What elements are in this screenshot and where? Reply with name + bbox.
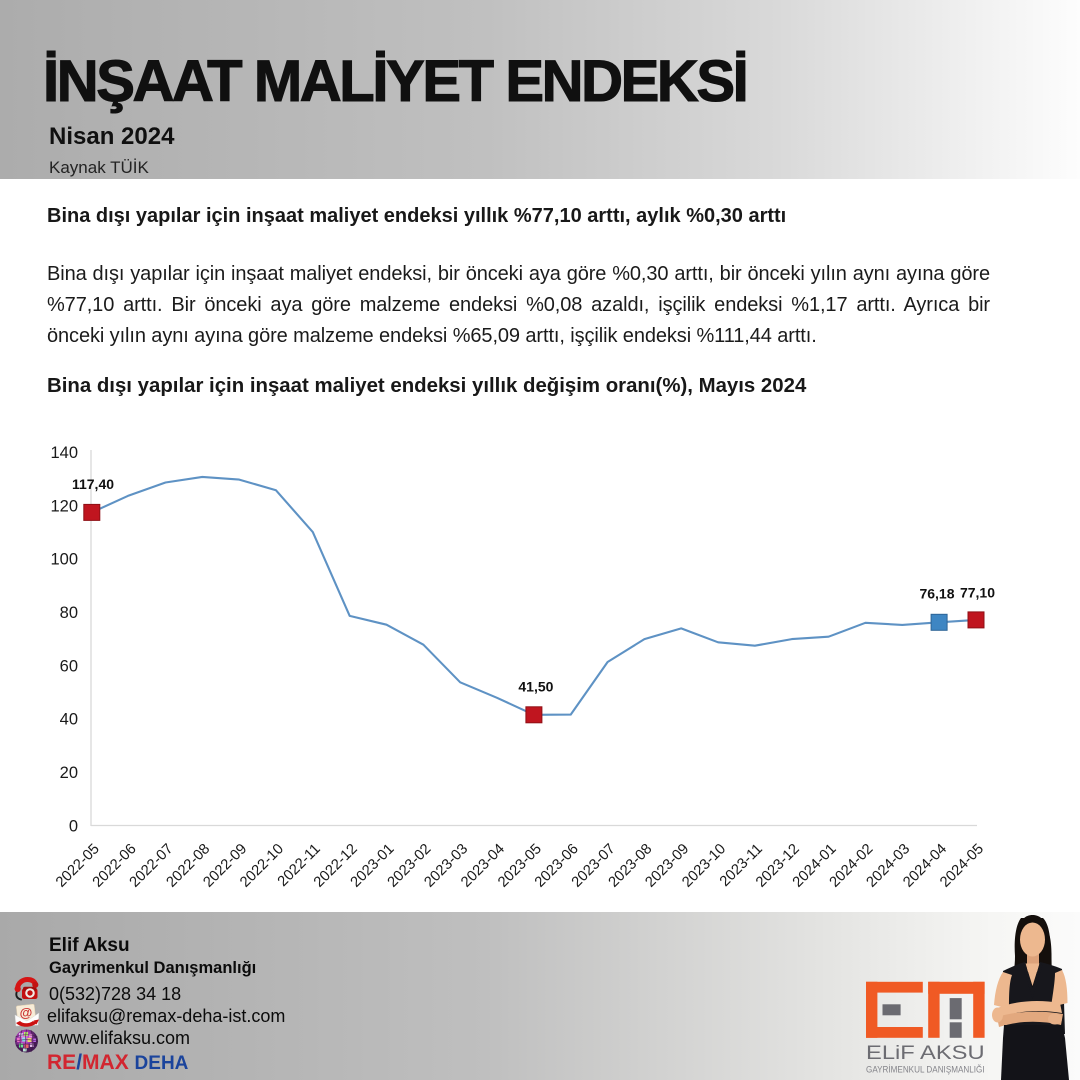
svg-text:60: 60: [60, 657, 78, 675]
svg-text:120: 120: [50, 497, 78, 515]
svg-text:20: 20: [60, 764, 78, 782]
svg-text:40: 40: [60, 711, 78, 729]
svg-text:80: 80: [60, 604, 78, 622]
svg-text:117,40: 117,40: [72, 476, 114, 492]
svg-text:@: @: [20, 1005, 33, 1020]
svg-text:41,50: 41,50: [518, 679, 553, 695]
svg-text:GAYRİMENKUL DANIŞMANLIĞI: GAYRİMENKUL DANIŞMANLIĞI: [866, 1064, 985, 1075]
svg-text:76,18: 76,18: [919, 586, 954, 602]
svg-text:140: 140: [50, 444, 78, 462]
svg-text:77,10: 77,10: [960, 585, 995, 601]
svg-text:0: 0: [69, 817, 78, 835]
svg-text:ELiF AKSU: ELiF AKSU: [866, 1042, 985, 1064]
svg-text:100: 100: [50, 551, 78, 569]
